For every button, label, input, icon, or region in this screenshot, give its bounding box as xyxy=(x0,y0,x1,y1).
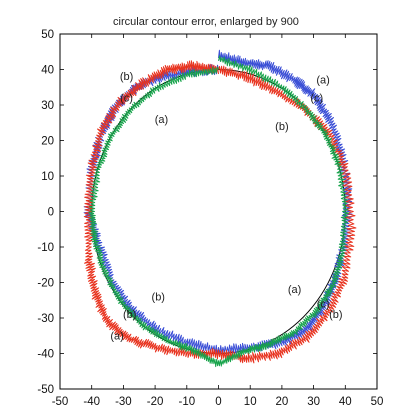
series-c-line xyxy=(88,55,349,368)
curve-annotation: (c) xyxy=(120,92,133,104)
curve-annotation: (a) xyxy=(155,114,168,126)
y-tick-label: 50 xyxy=(41,29,54,41)
x-tick-label: 10 xyxy=(244,396,257,408)
x-tick-label: -50 xyxy=(52,396,69,408)
y-tick-label: -10 xyxy=(37,242,54,254)
x-tick-label: 0 xyxy=(215,396,221,408)
chart-title: circular contour error, enlarged by 900 xyxy=(113,16,299,28)
curve-annotation: (b) xyxy=(120,71,133,83)
plot-frame xyxy=(59,33,378,390)
x-tick-label: -30 xyxy=(115,396,132,408)
x-tick-label: 30 xyxy=(307,396,320,408)
x-tick-label: 40 xyxy=(339,396,352,408)
curve-annotation: (b) xyxy=(123,309,136,321)
y-tick-label: 0 xyxy=(48,207,54,219)
curve-annotation: (a) xyxy=(316,75,329,87)
curve-annotation: (b) xyxy=(329,309,342,321)
x-tick-label: -40 xyxy=(83,396,100,408)
curve-annotation: (a) xyxy=(288,284,301,296)
chart-annotations: (a)(c)(b)(b)(c)(a)(b)(b)(a)(a)(c)(b) xyxy=(110,71,342,342)
x-tick-label: -20 xyxy=(147,396,164,408)
curve-annotation: (c) xyxy=(310,92,323,104)
y-tick-label: -30 xyxy=(37,313,54,325)
y-tick-label: 40 xyxy=(41,65,54,77)
curve-annotation: (b) xyxy=(152,291,165,303)
series-a-line xyxy=(83,49,353,355)
x-tick-label: 50 xyxy=(371,396,384,408)
x-tick-label: 20 xyxy=(276,396,289,408)
x-tick-label: -10 xyxy=(178,396,195,408)
y-tick-label: 30 xyxy=(41,100,54,112)
y-tick-label: 20 xyxy=(41,136,54,148)
chart-curves xyxy=(83,49,357,368)
axis-ticks: -50 -40 -30 -20 -10 0 10 20 30 40 50 -50 -40 -30 -20 -1… xyxy=(37,29,383,408)
y-tick-label: -20 xyxy=(37,278,54,290)
curve-annotation: (a) xyxy=(110,330,123,342)
y-tick-label: -40 xyxy=(37,349,54,361)
y-tick-label: 10 xyxy=(41,171,54,183)
curve-annotation: (c) xyxy=(317,298,330,310)
y-tick-label: -50 xyxy=(37,384,54,396)
curve-annotation: (b) xyxy=(275,121,288,133)
